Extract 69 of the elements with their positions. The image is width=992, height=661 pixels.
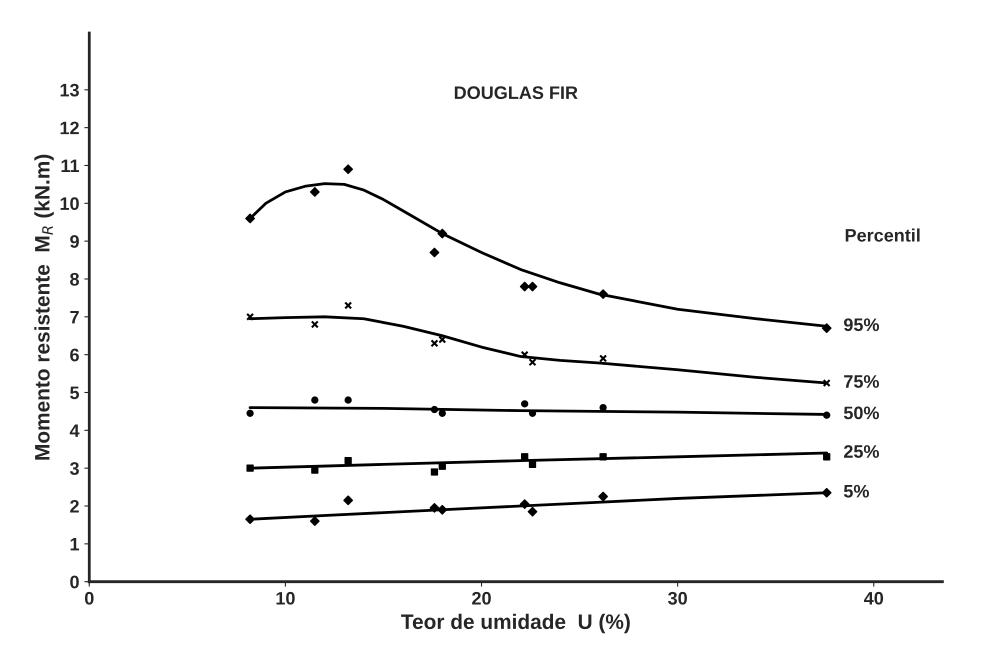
series-label: 75%	[844, 375, 880, 388]
point	[598, 492, 608, 502]
point	[430, 406, 438, 414]
point	[430, 248, 440, 258]
point	[430, 503, 440, 513]
x-tick-label: 0	[84, 592, 94, 605]
x-tick-label: 30	[668, 592, 687, 605]
point	[310, 516, 320, 526]
point	[521, 453, 528, 460]
point	[521, 400, 528, 408]
point	[528, 358, 536, 366]
point	[438, 336, 446, 344]
point	[599, 404, 607, 412]
point	[520, 282, 530, 292]
point	[344, 456, 352, 464]
point	[344, 301, 352, 310]
point	[430, 339, 438, 348]
point	[599, 354, 608, 362]
series-label: 95%	[844, 318, 880, 332]
x-tick-label: 10	[276, 592, 295, 605]
point	[343, 495, 354, 506]
point	[311, 396, 318, 404]
series-label: 25%	[844, 445, 880, 458]
point	[528, 506, 538, 517]
point	[438, 410, 446, 417]
point	[520, 499, 530, 509]
point	[246, 410, 254, 417]
y-tick-label: 10	[60, 197, 79, 210]
text: DOUGLAS FIR	[454, 86, 578, 100]
point	[344, 396, 352, 404]
x-axis-title: Teor de umidade U (%)	[401, 614, 630, 634]
y-axis-title: Momento resistente M$_{R}$ (kN.m)	[34, 154, 54, 460]
series-label: 50%	[844, 406, 880, 420]
point	[437, 228, 448, 238]
y-tick-label: 1	[70, 538, 80, 550]
point	[823, 453, 830, 460]
point	[246, 464, 254, 472]
point	[528, 282, 538, 292]
point	[430, 468, 438, 476]
point	[437, 504, 448, 515]
point	[599, 453, 607, 460]
point	[822, 488, 832, 498]
point	[823, 412, 830, 419]
annotation: Percentil	[846, 228, 920, 242]
y-tick-label: 4	[70, 424, 80, 437]
y-tick-label: 9	[70, 235, 79, 248]
point	[343, 164, 354, 174]
y-tick-label: 2	[70, 500, 79, 513]
series-label: 5%	[844, 484, 869, 498]
point	[822, 323, 832, 334]
point	[598, 289, 608, 299]
y-tick-label: 6	[70, 348, 79, 362]
point	[520, 350, 529, 359]
y-tick-label: 5	[70, 386, 80, 400]
point	[310, 320, 319, 328]
y-tick-label: 3	[70, 462, 79, 475]
y-tick-label: 12	[60, 122, 79, 134]
x-tick-label: 20	[472, 592, 491, 605]
point	[245, 214, 255, 224]
point	[245, 514, 255, 524]
y-tick-label: 8	[70, 272, 80, 286]
y-tick-label: 7	[70, 310, 79, 324]
y-tick-label: 13	[60, 84, 79, 97]
point	[310, 187, 320, 197]
point	[822, 379, 831, 388]
x-tick-label: 40	[864, 592, 884, 605]
y-tick-label: 0	[70, 576, 79, 588]
point	[528, 460, 536, 468]
y-tick-label: 11	[62, 160, 80, 172]
